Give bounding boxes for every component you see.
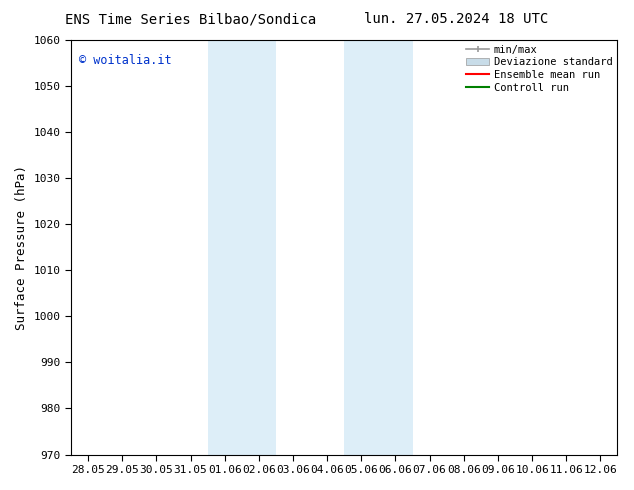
Y-axis label: Surface Pressure (hPa): Surface Pressure (hPa) xyxy=(15,165,28,330)
Text: lun. 27.05.2024 18 UTC: lun. 27.05.2024 18 UTC xyxy=(365,12,548,26)
Bar xyxy=(344,40,413,455)
Legend: min/max, Deviazione standard, Ensemble mean run, Controll run: min/max, Deviazione standard, Ensemble m… xyxy=(463,42,616,96)
Text: © woitalia.it: © woitalia.it xyxy=(79,54,172,67)
Bar xyxy=(207,40,276,455)
Text: ENS Time Series Bilbao/Sondica: ENS Time Series Bilbao/Sondica xyxy=(65,12,316,26)
